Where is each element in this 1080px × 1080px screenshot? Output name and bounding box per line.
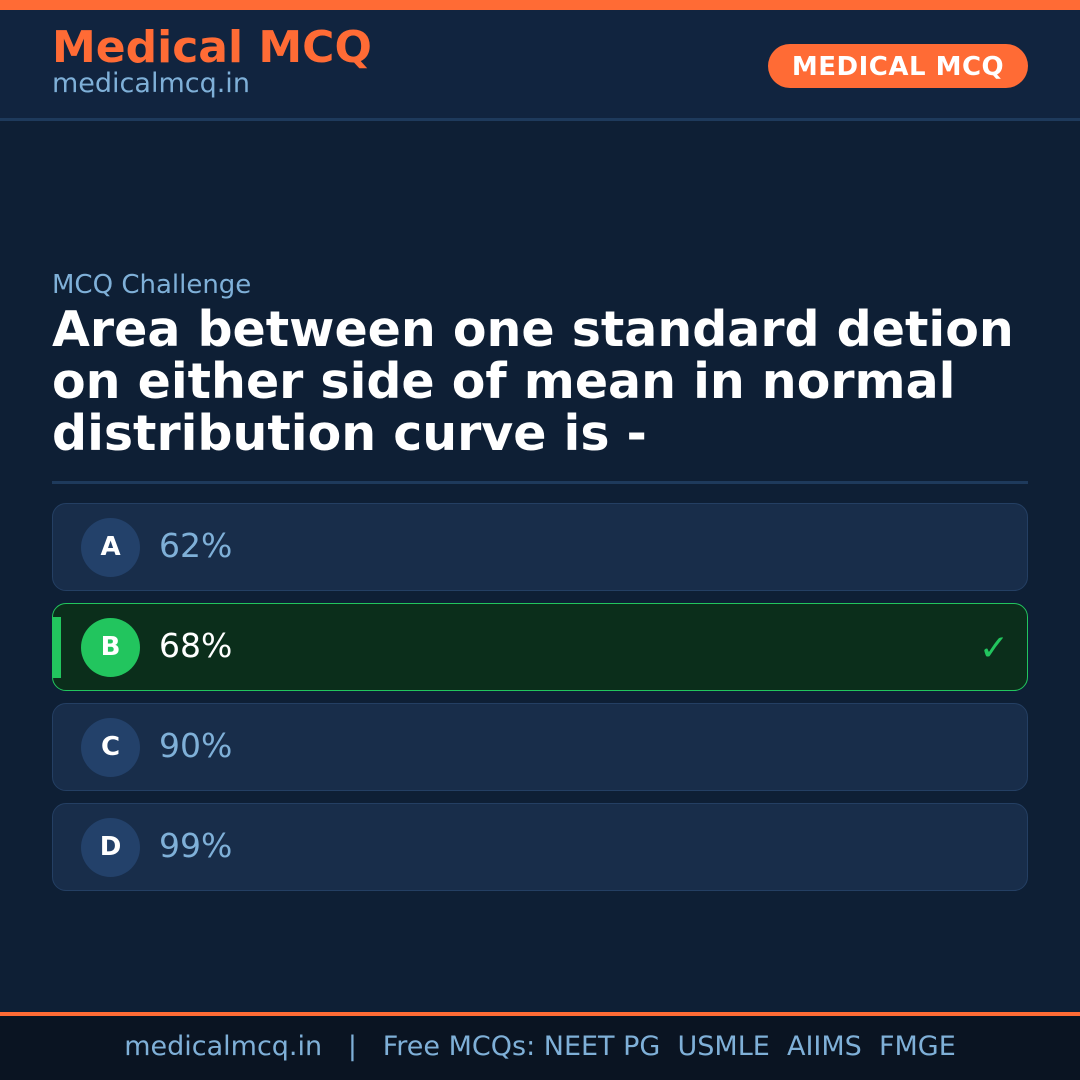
option-letter: D (81, 818, 140, 877)
footer-text: medicalmcq.in | Free MCQs: NEET PG USMLE… (0, 1012, 1080, 1080)
option-text: 68% (159, 626, 233, 665)
option-letter: C (81, 718, 140, 777)
correct-indicator-bar (53, 617, 61, 678)
category-badge: MEDICAL MCQ (768, 44, 1028, 88)
option-letter: B (81, 618, 140, 677)
option-d[interactable]: D 99% (52, 803, 1028, 891)
question-text: Area between one standard detion on eith… (52, 301, 1014, 462)
divider (52, 481, 1028, 484)
kicker: MCQ Challenge (52, 270, 252, 300)
option-letter: A (81, 518, 140, 577)
option-c[interactable]: C 90% (52, 703, 1028, 791)
option-text: 62% (159, 526, 233, 565)
header: Medical MCQ medicalmcq.in MEDICAL MCQ (0, 10, 1080, 121)
site-url: medicalmcq.in (52, 68, 250, 99)
top-accent-bar (0, 0, 1080, 10)
brand-title: Medical MCQ (52, 22, 372, 73)
checkmark-icon: ✓ (978, 628, 1009, 669)
option-a[interactable]: A 62% (52, 503, 1028, 591)
option-text: 90% (159, 726, 233, 765)
option-text: 99% (159, 826, 233, 865)
option-b[interactable]: B 68% ✓ (52, 603, 1028, 691)
